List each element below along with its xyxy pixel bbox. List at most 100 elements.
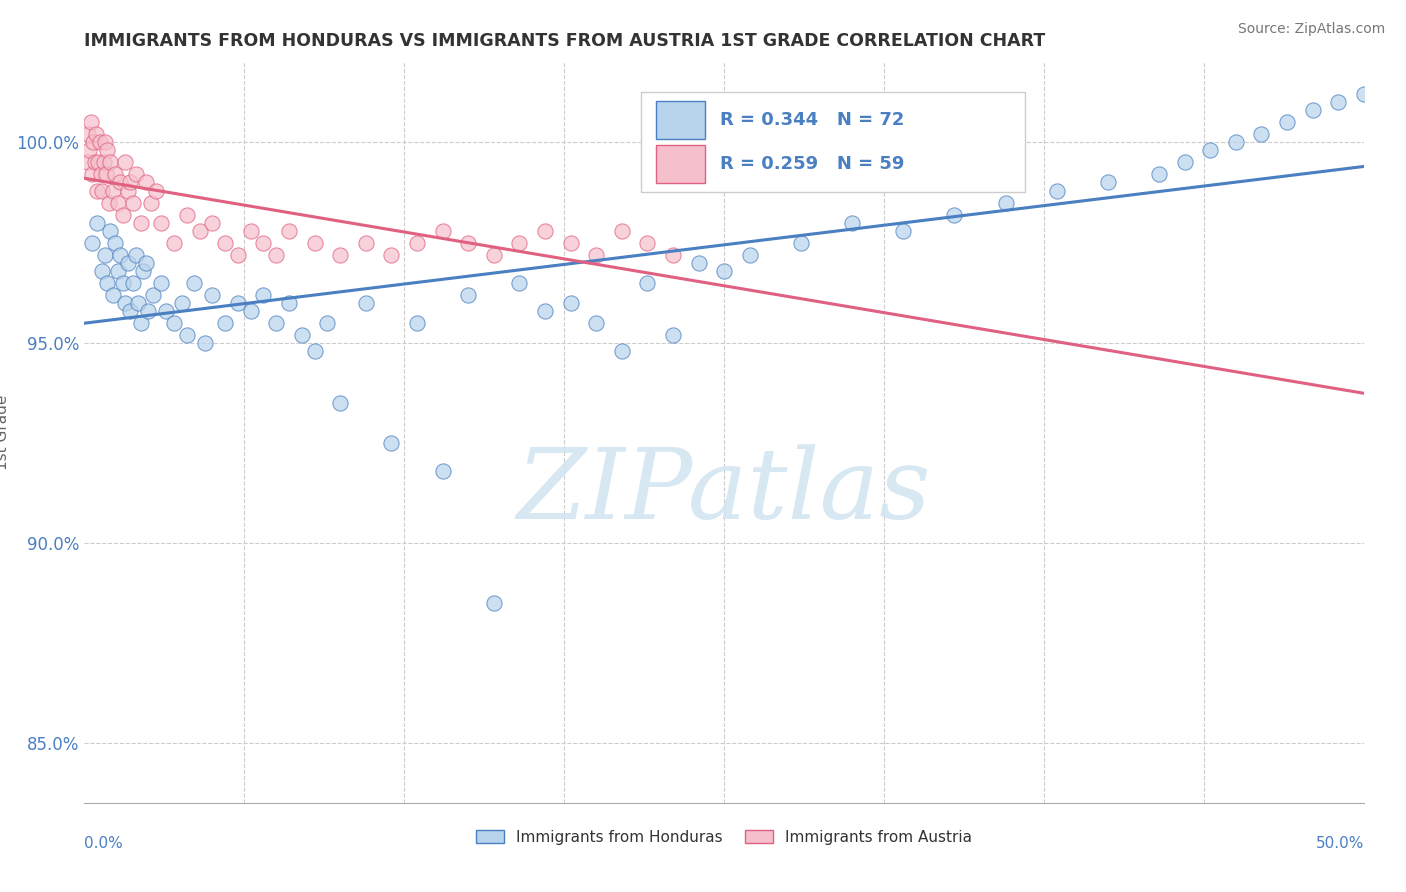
- Point: [111, 276, 134, 290]
- Point: [264, 247, 288, 261]
- Point: [508, 235, 530, 250]
- Point: [97, 195, 120, 210]
- Point: [214, 316, 236, 330]
- Point: [108, 176, 131, 190]
- Point: [380, 247, 402, 261]
- Point: [534, 223, 557, 237]
- Point: [76, 155, 98, 169]
- Point: [943, 207, 966, 221]
- Point: [86, 215, 108, 229]
- Point: [585, 247, 607, 261]
- Point: [432, 223, 454, 237]
- Point: [278, 223, 301, 237]
- FancyBboxPatch shape: [657, 101, 704, 139]
- Point: [1225, 136, 1247, 150]
- Point: [93, 155, 115, 169]
- Point: [138, 303, 160, 318]
- Point: [94, 168, 117, 182]
- Point: [94, 136, 117, 150]
- Point: [713, 263, 735, 277]
- Point: [354, 295, 377, 310]
- Point: [120, 303, 142, 318]
- Text: 0.0%: 0.0%: [84, 836, 124, 851]
- FancyBboxPatch shape: [657, 145, 704, 183]
- Point: [610, 223, 633, 237]
- Point: [150, 276, 173, 290]
- Point: [432, 464, 454, 478]
- Point: [89, 136, 111, 150]
- Point: [738, 247, 761, 261]
- Text: 50.0%: 50.0%: [1316, 836, 1364, 851]
- Point: [90, 168, 112, 182]
- Legend: Immigrants from Honduras, Immigrants from Austria: Immigrants from Honduras, Immigrants fro…: [470, 823, 979, 851]
- Point: [508, 276, 530, 290]
- Point: [87, 155, 110, 169]
- Point: [1353, 87, 1375, 102]
- Point: [114, 155, 136, 169]
- Point: [1199, 144, 1222, 158]
- Point: [176, 207, 198, 221]
- Point: [145, 184, 167, 198]
- Point: [994, 195, 1017, 210]
- Point: [120, 176, 142, 190]
- Point: [1097, 176, 1119, 190]
- Point: [170, 295, 193, 310]
- Point: [278, 295, 301, 310]
- Point: [790, 235, 813, 250]
- Point: [117, 184, 139, 198]
- Point: [252, 287, 274, 301]
- Point: [117, 255, 139, 269]
- Point: [86, 184, 108, 198]
- Point: [107, 263, 129, 277]
- Point: [1327, 95, 1350, 110]
- Point: [841, 215, 863, 229]
- Point: [316, 316, 339, 330]
- Point: [94, 247, 117, 261]
- Point: [194, 335, 217, 350]
- Point: [129, 215, 152, 229]
- Point: [688, 255, 710, 269]
- Point: [291, 327, 314, 342]
- Point: [585, 316, 607, 330]
- Point: [610, 343, 633, 358]
- Point: [80, 115, 103, 129]
- Point: [457, 235, 479, 250]
- Point: [150, 215, 173, 229]
- Point: [98, 223, 121, 237]
- Point: [84, 128, 107, 142]
- Point: [188, 223, 211, 237]
- Point: [101, 184, 124, 198]
- Point: [560, 235, 582, 250]
- Point: [1174, 155, 1197, 169]
- Point: [129, 316, 152, 330]
- Point: [239, 303, 262, 318]
- Text: Source: ZipAtlas.com: Source: ZipAtlas.com: [1237, 22, 1385, 37]
- Point: [201, 215, 224, 229]
- Point: [139, 195, 162, 210]
- Point: [122, 276, 145, 290]
- Point: [662, 247, 685, 261]
- Point: [114, 295, 136, 310]
- Point: [482, 247, 505, 261]
- Point: [107, 195, 129, 210]
- Point: [80, 235, 103, 250]
- Point: [406, 316, 429, 330]
- Point: [380, 435, 402, 450]
- Point: [183, 276, 205, 290]
- Point: [127, 295, 149, 310]
- Point: [124, 247, 146, 261]
- Point: [79, 144, 101, 158]
- Point: [104, 235, 127, 250]
- Point: [98, 155, 121, 169]
- Text: IMMIGRANTS FROM HONDURAS VS IMMIGRANTS FROM AUSTRIA 1ST GRADE CORRELATION CHART: IMMIGRANTS FROM HONDURAS VS IMMIGRANTS F…: [84, 32, 1046, 50]
- Point: [122, 195, 145, 210]
- Point: [329, 247, 352, 261]
- Point: [124, 168, 146, 182]
- Point: [104, 168, 127, 182]
- Point: [329, 395, 352, 409]
- Point: [176, 327, 198, 342]
- Text: ZIPatlas: ZIPatlas: [517, 444, 931, 540]
- Text: R = 0.344   N = 72: R = 0.344 N = 72: [720, 111, 904, 129]
- Point: [82, 136, 104, 150]
- Point: [636, 276, 658, 290]
